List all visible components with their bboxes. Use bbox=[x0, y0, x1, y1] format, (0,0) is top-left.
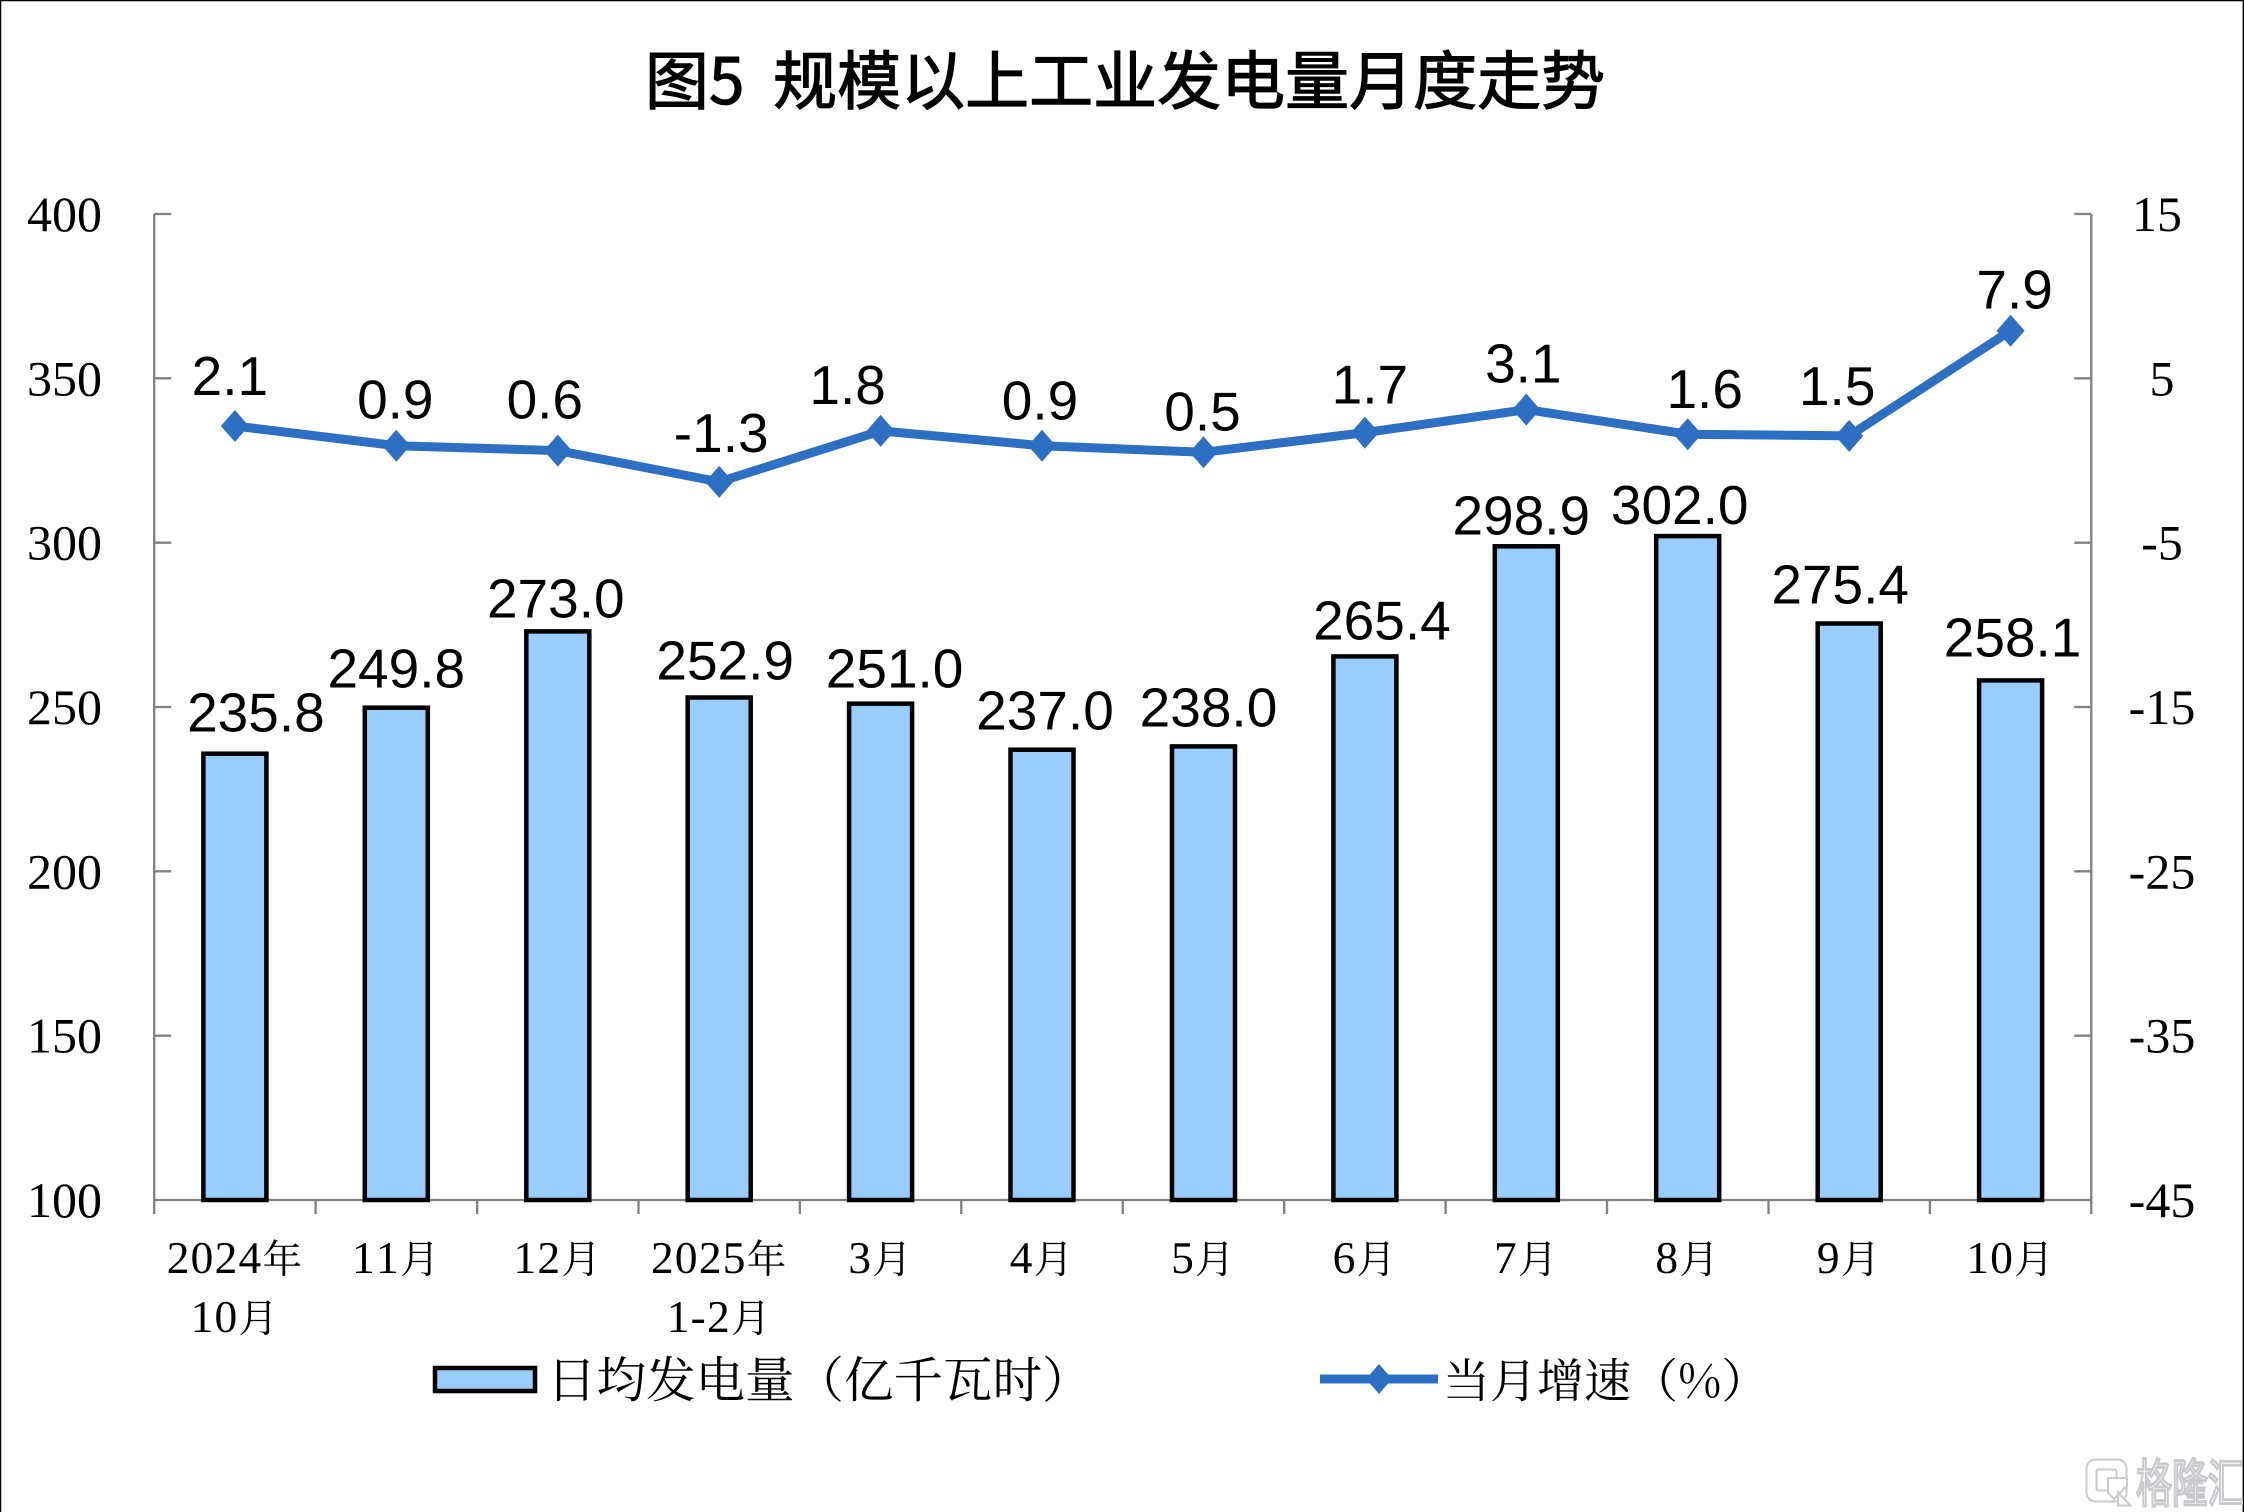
svg-text:252.9: 252.9 bbox=[656, 630, 794, 692]
svg-text:3.1: 3.1 bbox=[1485, 333, 1561, 395]
svg-text:235.8: 235.8 bbox=[187, 682, 325, 744]
svg-text:-5: -5 bbox=[2141, 515, 2183, 571]
svg-text:200: 200 bbox=[27, 843, 102, 899]
svg-text:5: 5 bbox=[2150, 350, 2175, 406]
svg-text:300: 300 bbox=[27, 515, 102, 571]
svg-text:-45: -45 bbox=[2129, 1172, 2196, 1228]
svg-text:238.0: 238.0 bbox=[1140, 676, 1278, 738]
svg-text:0.9: 0.9 bbox=[1002, 370, 1078, 432]
svg-text:258.1: 258.1 bbox=[1944, 606, 2082, 668]
svg-text:1.8: 1.8 bbox=[809, 354, 885, 416]
svg-text:249.8: 249.8 bbox=[327, 638, 465, 700]
svg-text:0.6: 0.6 bbox=[507, 369, 583, 431]
svg-text:-35: -35 bbox=[2129, 1008, 2196, 1064]
svg-text:265.4: 265.4 bbox=[1313, 589, 1451, 651]
svg-text:298.9: 298.9 bbox=[1452, 484, 1590, 546]
svg-text:251.0: 251.0 bbox=[826, 638, 964, 700]
svg-text:250: 250 bbox=[27, 679, 102, 735]
svg-text:1.7: 1.7 bbox=[1332, 354, 1408, 416]
svg-text:273.0: 273.0 bbox=[487, 567, 625, 629]
svg-text:100: 100 bbox=[27, 1172, 102, 1228]
svg-text:400: 400 bbox=[27, 186, 102, 242]
svg-text:1.5: 1.5 bbox=[1799, 355, 1875, 417]
svg-text:1.6: 1.6 bbox=[1666, 358, 1742, 420]
svg-text:0.5: 0.5 bbox=[1164, 380, 1240, 442]
svg-text:275.4: 275.4 bbox=[1771, 554, 1909, 616]
svg-text:2.1: 2.1 bbox=[192, 345, 268, 407]
svg-text:15: 15 bbox=[2132, 186, 2182, 242]
svg-text:7.9: 7.9 bbox=[1976, 259, 2052, 321]
svg-text:-25: -25 bbox=[2129, 843, 2196, 899]
svg-text:0.9: 0.9 bbox=[357, 369, 433, 431]
svg-text:302.0: 302.0 bbox=[1611, 474, 1749, 536]
svg-text:-1.3: -1.3 bbox=[674, 402, 769, 464]
svg-text:150: 150 bbox=[27, 1008, 102, 1064]
svg-text:-15: -15 bbox=[2129, 679, 2196, 735]
svg-text:237.0: 237.0 bbox=[976, 680, 1114, 742]
svg-text:350: 350 bbox=[27, 350, 102, 406]
